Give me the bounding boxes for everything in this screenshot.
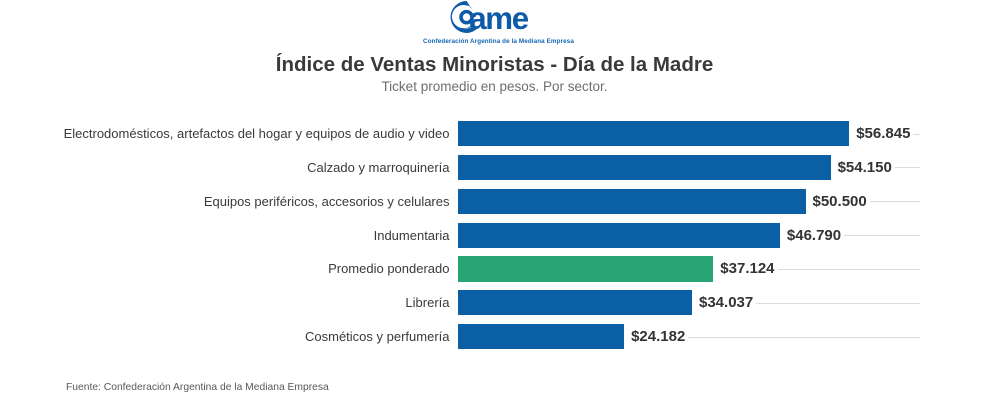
svg-text:ame: ame — [469, 1, 528, 34]
